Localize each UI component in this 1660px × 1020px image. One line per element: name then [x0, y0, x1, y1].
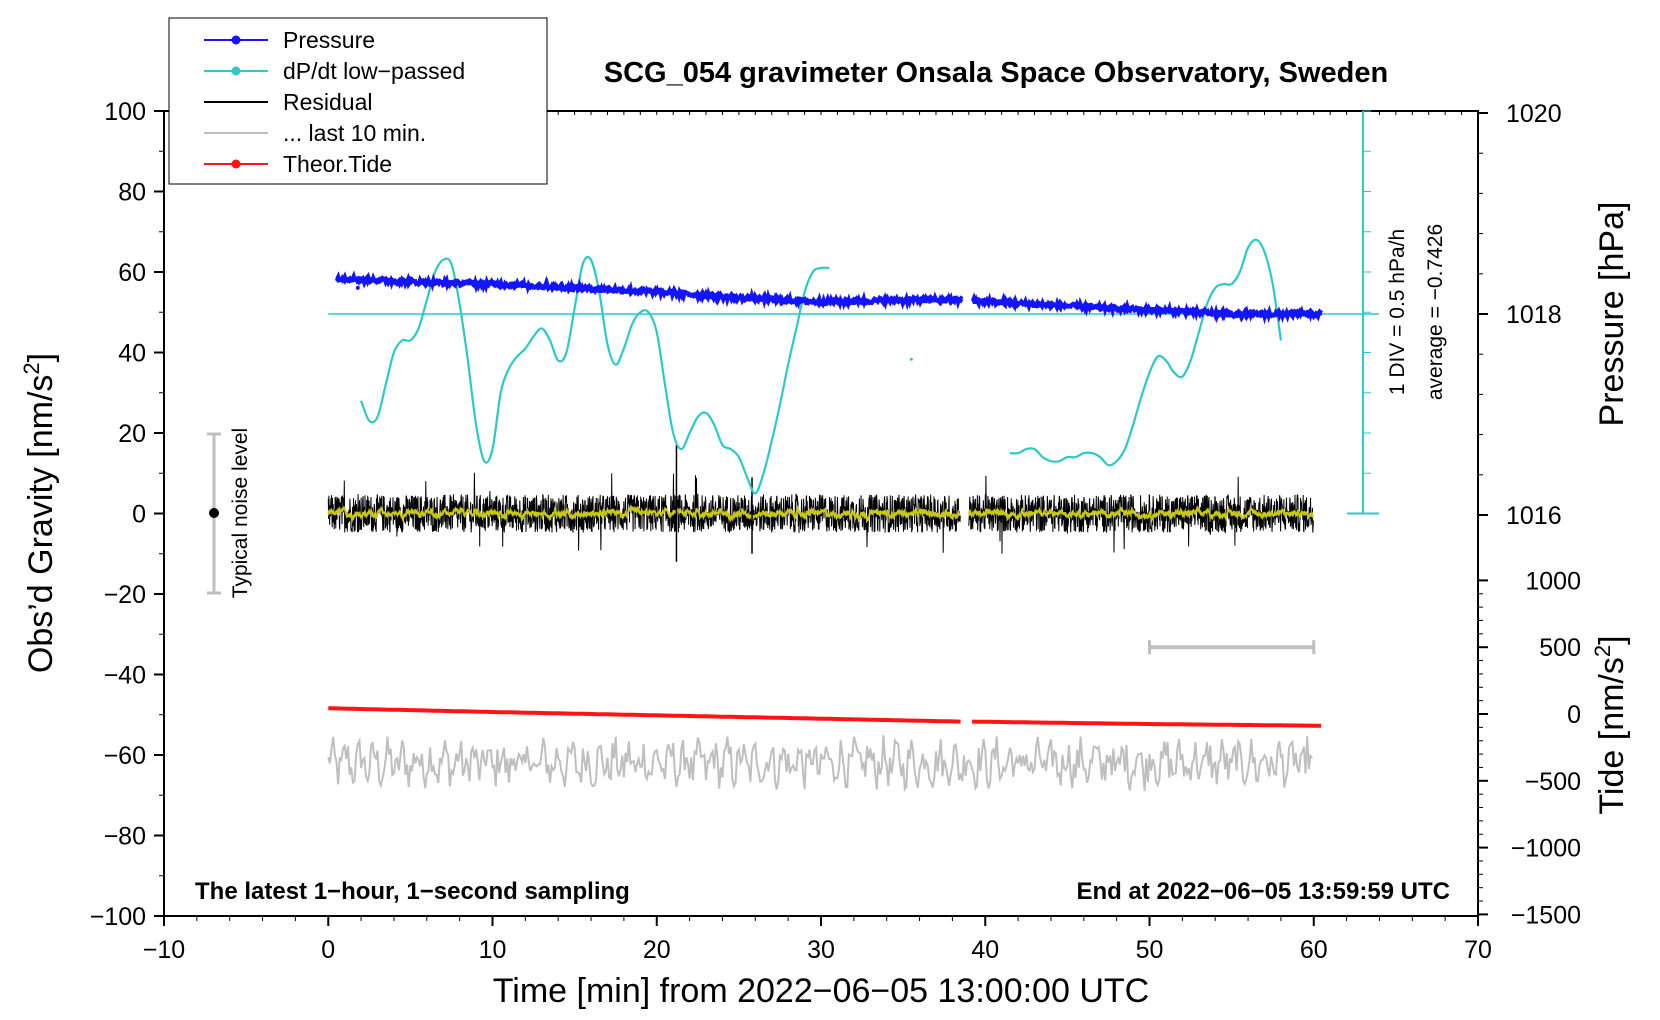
residual-smoothed-line — [968, 504, 1315, 523]
x-tick-label: 50 — [1136, 936, 1164, 964]
average-annotation: average = −0.7426 — [1424, 224, 1447, 400]
noise-level-dot — [209, 508, 219, 518]
legend-marker — [231, 159, 241, 169]
y-tick-label: −20 — [104, 581, 146, 609]
pressure-line — [334, 270, 964, 311]
x-axis-title: Time [min] from 2022−06−05 13:00:00 UTC — [493, 972, 1149, 1010]
legend-label: Residual — [283, 89, 373, 115]
y-tick-label: 40 — [118, 340, 146, 368]
legend-label: dP/dt low−passed — [283, 58, 465, 84]
legend-label: Theor.Tide — [283, 151, 392, 177]
last-10-min-line — [327, 735, 1313, 793]
legend-marker — [231, 66, 241, 76]
x-tick-label: 40 — [971, 936, 999, 964]
x-tick-label: 60 — [1300, 936, 1328, 964]
y-tick-label: 100 — [104, 98, 146, 126]
tide-tick-label: −1500 — [1511, 901, 1581, 929]
theoretical-tide-line — [328, 706, 961, 724]
legend-label: Pressure — [283, 27, 375, 53]
y-tick-label: −40 — [104, 662, 146, 690]
pressure-axis-title: Pressure [hPa] — [1593, 202, 1631, 427]
x-tick-label: 10 — [479, 936, 507, 964]
theoretical-tide-line — [972, 719, 1322, 728]
sampling-annotation: The latest 1−hour, 1−second sampling — [195, 878, 630, 905]
legend: Pressure dP/dt low−passed Residual ... last… — [168, 17, 548, 185]
tide-tick-label: −1000 — [1511, 835, 1581, 863]
tide-tick-label: 500 — [1539, 634, 1581, 662]
end-time-annotation: End at 2022−06−05 13:59:59 UTC — [1076, 878, 1450, 905]
pressure-tick-label: 1018 — [1506, 301, 1562, 329]
y-tick-label: −60 — [104, 742, 146, 770]
tide-tick-label: −500 — [1525, 768, 1581, 796]
chart-title: SCG_054 gravimeter Onsala Space Observat… — [604, 57, 1388, 89]
noise-level-label: Typical noise level — [229, 428, 252, 598]
x-tick-label: 30 — [807, 936, 835, 964]
y-axis-gravity: 100 80 60 40 20 0 −20 −40 −60 −80 −100 — [90, 98, 164, 931]
x-tick-label: 0 — [321, 936, 335, 964]
pressure-tick-label: 1016 — [1506, 502, 1562, 530]
y-axis-tide: 1000 500 0 −500 −1000 −1500 — [1478, 567, 1581, 929]
div-annotation: 1 DIV = 0.5 hPa/h — [1386, 229, 1409, 395]
x-tick-label: −10 — [143, 936, 185, 964]
y-tick-label: 60 — [118, 259, 146, 287]
legend-marker — [231, 35, 241, 45]
y-axis-title: Obs’d Gravity [nm/s2] — [19, 353, 60, 673]
series-layer — [327, 238, 1323, 793]
tide-axis-title: Tide [nm/s2] — [1590, 635, 1631, 814]
x-axis: −10 0 10 20 30 40 50 60 70 — [143, 111, 1492, 964]
dpdt-outlier — [909, 357, 913, 361]
legend-label: ... last 10 min. — [283, 120, 426, 146]
tide-tick-label: 1000 — [1525, 567, 1581, 595]
y-tick-label: −80 — [104, 823, 146, 851]
dpdt-line — [1009, 238, 1282, 467]
x-tick-label: 20 — [643, 936, 671, 964]
y-tick-label: 20 — [118, 420, 146, 448]
x-tick-label: 70 — [1464, 936, 1492, 964]
tide-tick-label: 0 — [1567, 701, 1581, 729]
y-tick-label: 80 — [118, 179, 146, 207]
pressure-line — [970, 291, 1323, 325]
y-tick-label: −100 — [90, 903, 146, 931]
dpdt-line — [360, 255, 830, 495]
residual-smoothed-line — [327, 505, 961, 523]
y-tick-label: 0 — [132, 501, 146, 529]
pressure-tick-label: 1020 — [1506, 100, 1562, 128]
pressure-outlier — [355, 285, 360, 290]
y-axis-pressure: 1020 1018 1016 — [1478, 100, 1562, 530]
